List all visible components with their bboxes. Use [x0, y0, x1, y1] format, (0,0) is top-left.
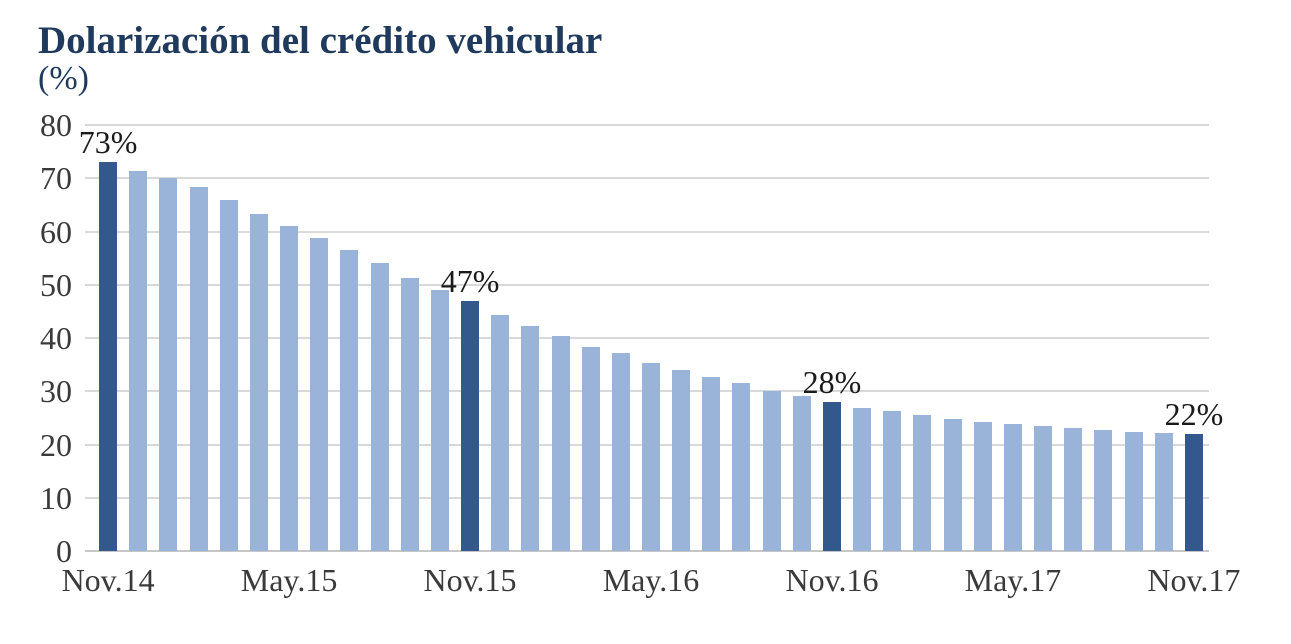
bar — [1003, 423, 1022, 551]
y-axis-tick-label: 30 — [40, 373, 72, 410]
x-axis-tick-label: May.15 — [240, 562, 338, 598]
bar — [581, 346, 600, 551]
bar — [672, 369, 691, 551]
bar — [219, 200, 238, 551]
bar — [189, 187, 208, 551]
bar — [249, 213, 268, 551]
gridline — [85, 550, 1209, 552]
bar — [853, 408, 872, 551]
bar-value-label: 73% — [78, 124, 138, 161]
bar — [762, 390, 781, 551]
gridline — [85, 283, 1209, 286]
bar — [1034, 425, 1053, 551]
bar-highlighted — [822, 401, 841, 551]
x-axis-tick-label: Nov.16 — [785, 562, 879, 598]
bar — [129, 170, 148, 551]
bar — [973, 422, 992, 551]
bar-value-label: 22% — [1164, 395, 1224, 432]
y-axis-tick-label: 50 — [40, 266, 72, 303]
bar-value-label: 47% — [440, 262, 500, 299]
bar — [883, 411, 902, 551]
bar-highlighted — [461, 300, 480, 551]
y-axis-tick-label: 80 — [40, 107, 72, 143]
bar — [1154, 433, 1173, 551]
x-axis-tick-label: Nov.15 — [423, 562, 517, 598]
y-axis-tick-label: 60 — [40, 213, 72, 250]
gridline — [85, 124, 1209, 126]
bar — [1064, 427, 1083, 551]
y-axis-tick-label: 10 — [40, 479, 72, 516]
x-axis-tick-label: Nov.14 — [61, 562, 155, 598]
chart-subtitle: (%) — [38, 60, 89, 97]
bar — [340, 250, 359, 551]
bar — [943, 418, 962, 551]
gridline — [85, 177, 1209, 180]
bar — [611, 353, 630, 551]
bar — [1124, 432, 1143, 551]
chart-title: Dolarización del crédito vehicular — [38, 19, 603, 62]
bar — [310, 238, 329, 551]
bar — [430, 289, 449, 551]
x-axis-tick-label: Nov.17 — [1147, 562, 1241, 598]
y-axis-tick-label: 70 — [40, 160, 72, 197]
bar — [792, 395, 811, 551]
x-axis-tick-label: May.16 — [602, 562, 700, 598]
x-axis-tick-label: May.17 — [964, 562, 1062, 598]
y-axis-tick-label: 20 — [40, 426, 72, 463]
bar — [521, 325, 540, 551]
bar — [732, 383, 751, 551]
bar — [642, 363, 660, 551]
bar — [280, 226, 299, 551]
bar — [551, 336, 570, 551]
bar-value-label: 28% — [802, 363, 862, 400]
bar — [913, 415, 932, 551]
bar-highlighted — [99, 162, 118, 551]
y-axis-tick-label: 40 — [40, 320, 72, 356]
bar — [400, 277, 419, 551]
gridline — [85, 230, 1209, 233]
bar — [159, 177, 178, 551]
y-axis-tick-label: 0 — [56, 533, 72, 569]
bar — [491, 315, 510, 551]
bar — [702, 376, 721, 551]
bar — [1094, 430, 1113, 551]
gridline — [85, 337, 1209, 339]
bar — [370, 262, 389, 551]
bar-highlighted — [1184, 433, 1203, 551]
